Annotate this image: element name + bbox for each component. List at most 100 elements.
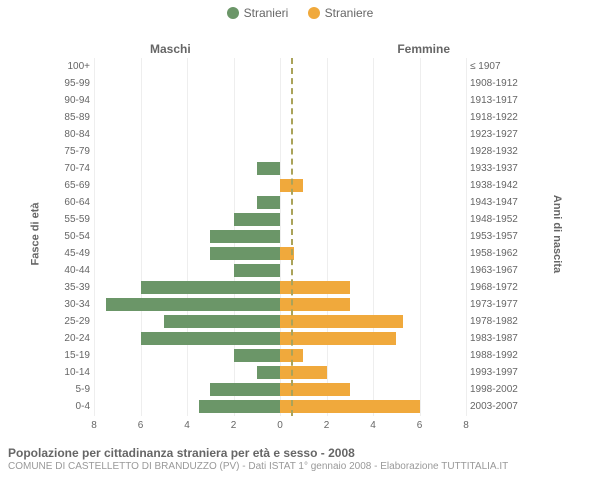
female-half	[280, 398, 466, 415]
male-bar	[257, 366, 280, 379]
legend-label-male: Stranieri	[244, 6, 289, 20]
male-half	[94, 330, 280, 347]
female-bar	[280, 400, 420, 413]
birth-label: 1918-1922	[466, 112, 530, 123]
birth-label: 1938-1942	[466, 180, 530, 191]
legend-swatch-male	[227, 7, 239, 19]
male-bar	[234, 264, 281, 277]
male-bar	[199, 400, 280, 413]
age-label: 80-84	[54, 129, 94, 140]
yaxis-title-right: Anni di nascita	[551, 195, 563, 273]
age-label: 0-4	[54, 401, 94, 412]
male-bar	[257, 196, 280, 209]
male-bar	[210, 247, 280, 260]
female-half	[280, 194, 466, 211]
male-bar	[234, 349, 281, 362]
birth-label: 1978-1982	[466, 316, 530, 327]
male-half	[94, 381, 280, 398]
age-label: 35-39	[54, 282, 94, 293]
birth-label: 1923-1927	[466, 129, 530, 140]
age-label: 65-69	[54, 180, 94, 191]
age-label: 40-44	[54, 265, 94, 276]
birth-label: 1983-1987	[466, 333, 530, 344]
xtick-label: 2	[324, 420, 330, 431]
female-half	[280, 330, 466, 347]
xtick-label: 8	[463, 420, 469, 431]
header-male: Maschi	[150, 42, 191, 56]
xtick-label: 0	[277, 420, 283, 431]
male-half	[94, 177, 280, 194]
birth-label: 1908-1912	[466, 78, 530, 89]
age-label: 15-19	[54, 350, 94, 361]
age-label: 10-14	[54, 367, 94, 378]
birth-label: 1988-1992	[466, 350, 530, 361]
male-half	[94, 364, 280, 381]
male-half	[94, 228, 280, 245]
birth-label: 1973-1977	[466, 299, 530, 310]
birth-label: 1993-1997	[466, 367, 530, 378]
age-label: 20-24	[54, 333, 94, 344]
male-half	[94, 279, 280, 296]
xtick-label: 4	[184, 420, 190, 431]
female-half	[280, 262, 466, 279]
male-half	[94, 347, 280, 364]
center-line	[291, 58, 293, 416]
male-bar	[164, 315, 280, 328]
xtick-label: 4	[370, 420, 376, 431]
chart: Maschi Femmine Fasce di età Anni di nasc…	[0, 24, 600, 444]
female-half	[280, 279, 466, 296]
birth-label: 1963-1967	[466, 265, 530, 276]
female-half	[280, 347, 466, 364]
female-half	[280, 160, 466, 177]
male-bar	[106, 298, 280, 311]
age-label: 45-49	[54, 248, 94, 259]
female-half	[280, 245, 466, 262]
birth-label: 1948-1952	[466, 214, 530, 225]
age-label: 95-99	[54, 78, 94, 89]
xtick-label: 8	[91, 420, 97, 431]
age-label: 30-34	[54, 299, 94, 310]
male-bar	[210, 230, 280, 243]
age-label: 60-64	[54, 197, 94, 208]
age-label: 50-54	[54, 231, 94, 242]
female-half	[280, 58, 466, 75]
male-bar	[141, 332, 281, 345]
male-half	[94, 262, 280, 279]
birth-label: 2003-2007	[466, 401, 530, 412]
male-half	[94, 126, 280, 143]
female-half	[280, 126, 466, 143]
xtick-label: 6	[138, 420, 144, 431]
female-half	[280, 177, 466, 194]
male-bar	[210, 383, 280, 396]
male-half	[94, 109, 280, 126]
male-half	[94, 92, 280, 109]
footer: Popolazione per cittadinanza straniera p…	[0, 444, 600, 472]
female-bar	[280, 332, 396, 345]
birth-label: ≤ 1907	[466, 61, 530, 72]
male-bar	[257, 162, 280, 175]
chart-subtitle: COMUNE DI CASTELLETTO DI BRANDUZZO (PV) …	[8, 461, 592, 472]
age-label: 70-74	[54, 163, 94, 174]
male-half	[94, 296, 280, 313]
chart-title: Popolazione per cittadinanza straniera p…	[8, 446, 592, 460]
male-bar	[234, 213, 281, 226]
age-label: 55-59	[54, 214, 94, 225]
birth-label: 1953-1957	[466, 231, 530, 242]
age-label: 75-79	[54, 146, 94, 157]
legend-label-female: Straniere	[325, 6, 374, 20]
female-half	[280, 75, 466, 92]
male-half	[94, 143, 280, 160]
female-bar	[280, 366, 327, 379]
birth-label: 1958-1962	[466, 248, 530, 259]
male-half	[94, 211, 280, 228]
male-half	[94, 313, 280, 330]
legend-item-female: Straniere	[308, 6, 374, 20]
female-half	[280, 211, 466, 228]
xtick-label: 6	[417, 420, 423, 431]
female-half	[280, 109, 466, 126]
male-half	[94, 194, 280, 211]
birth-label: 1913-1917	[466, 95, 530, 106]
male-half	[94, 398, 280, 415]
birth-label: 1943-1947	[466, 197, 530, 208]
birth-label: 1998-2002	[466, 384, 530, 395]
